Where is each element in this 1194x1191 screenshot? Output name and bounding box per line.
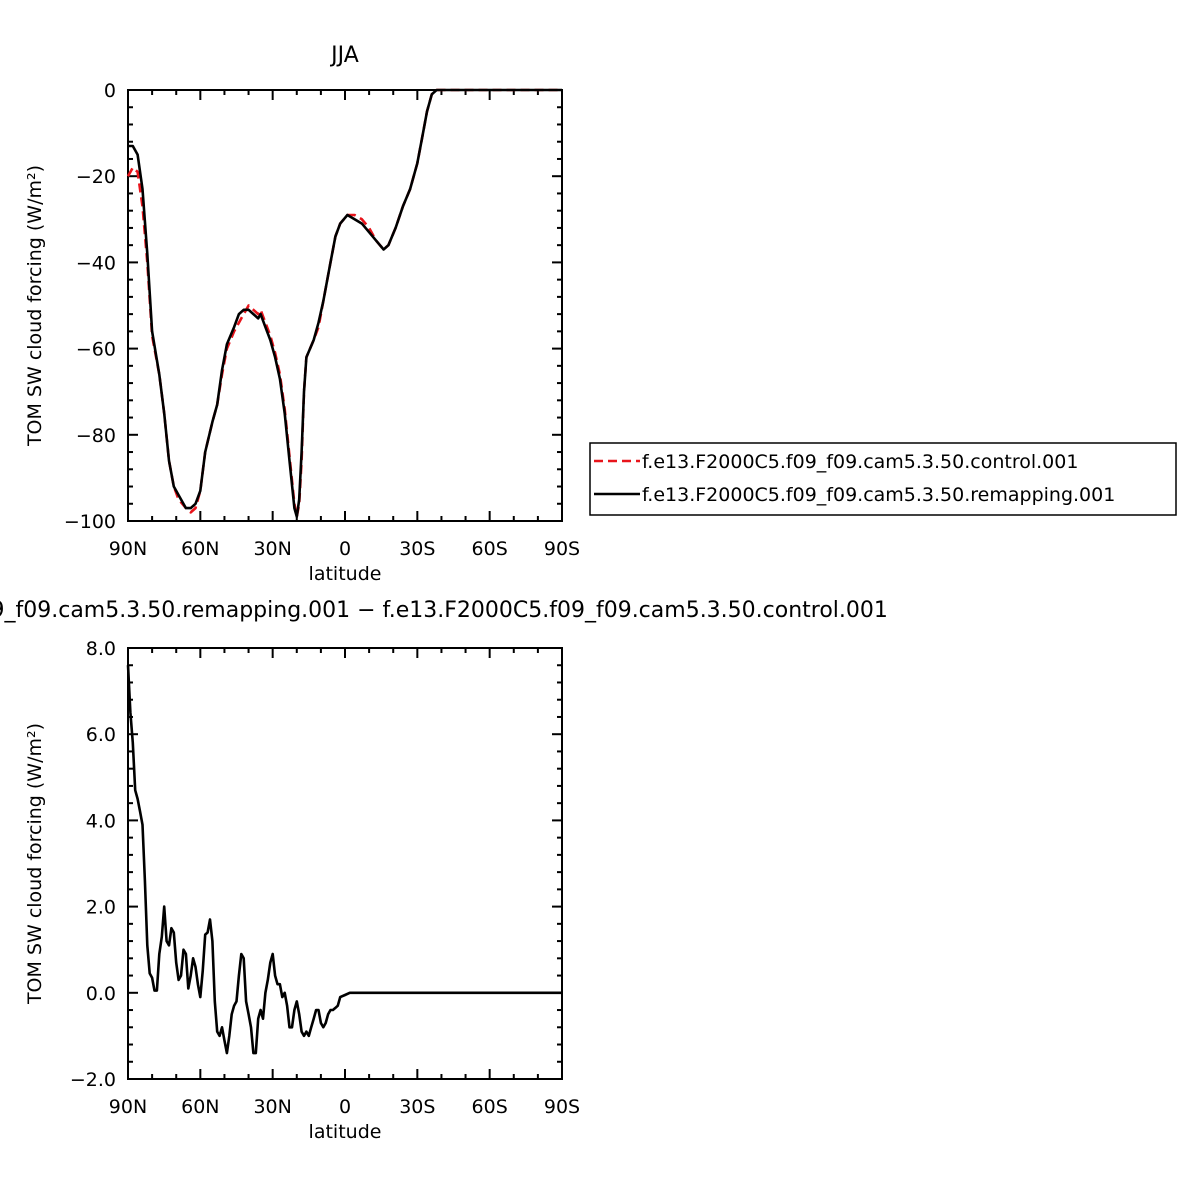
y-tick-label: −100: [64, 511, 116, 533]
legend: f.e13.F2000C5.f09_f09.cam5.3.50.control.…: [589, 442, 1177, 516]
series-line: [126, 665, 562, 1055]
legend-label: f.e13.F2000C5.f09_f09.cam5.3.50.control.…: [642, 451, 1078, 473]
x-axis-label: latitude: [309, 1121, 382, 1143]
legend-label: f.e13.F2000C5.f09_f09.cam5.3.50.remappin…: [642, 484, 1115, 506]
x-tick-label: 90S: [544, 538, 580, 560]
y-axis-label: TOM SW cloud forcing (W/m²): [24, 165, 46, 447]
y-tick-label: 0: [104, 80, 116, 102]
y-tick-label: 6.0: [86, 724, 116, 746]
y-tick-label: −20: [76, 166, 116, 188]
x-tick-label: 30S: [399, 1096, 435, 1118]
plot-frame: [127, 89, 563, 522]
x-tick-label: 30N: [253, 538, 291, 560]
y-tick-label: −2.0: [70, 1069, 116, 1091]
chart-title: f.e13.F2000C5.f09_f09.cam5.3.50.remappin…: [0, 598, 888, 623]
panel-bottom: 90N 60N 30N 0 30S 60S 90S 8.0 6.0 4.0 2.0 0.0 −2.0 la…: [0, 598, 888, 1143]
y-tick-label: 8.0: [86, 638, 116, 660]
x-tick-label: 60S: [472, 538, 508, 560]
legend-box: [589, 442, 1177, 516]
panel-top: 90N 60N 30N 0 30S 60S 90S 0 −20 −40 −60 −80 −100 lati…: [24, 43, 580, 585]
x-tick-label: 90N: [109, 1096, 147, 1118]
y-axis-label: TOM SW cloud forcing (W/m²): [24, 723, 46, 1005]
plot-frame: [127, 647, 563, 1080]
series-line: [128, 88, 562, 518]
series-line: [126, 88, 562, 518]
x-tick-label: 60N: [181, 1096, 219, 1118]
x-tick-label: 30S: [399, 538, 435, 560]
y-tick-label: 0.0: [86, 983, 116, 1005]
x-tick-label: 90S: [544, 1096, 580, 1118]
y-tick-label: −60: [76, 339, 116, 361]
x-tick-label: 60S: [472, 1096, 508, 1118]
y-tick-label: −40: [76, 252, 116, 274]
y-tick-label: 4.0: [86, 810, 116, 832]
chart-title: JJA: [329, 43, 359, 68]
x-axis-label: latitude: [309, 563, 382, 585]
y-tick-label: 2.0: [86, 897, 116, 919]
x-tick-label: 60N: [181, 538, 219, 560]
y-tick-label: −80: [76, 425, 116, 447]
x-tick-label: 90N: [109, 538, 147, 560]
x-tick-label: 30N: [253, 1096, 291, 1118]
x-tick-label: 0: [339, 1096, 351, 1118]
x-tick-label: 0: [339, 538, 351, 560]
